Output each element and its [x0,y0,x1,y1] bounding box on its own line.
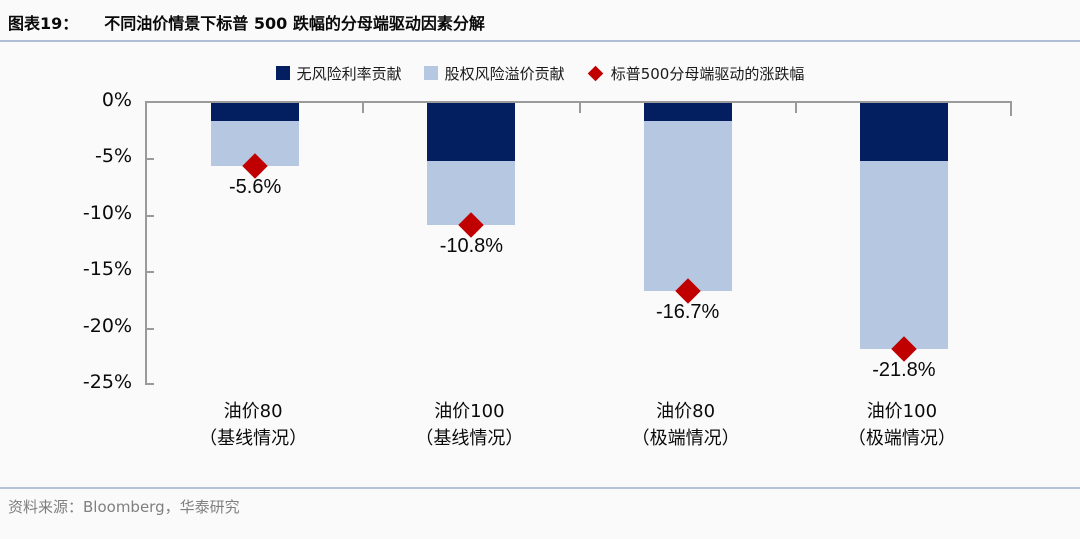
title-divider [0,40,1080,42]
bar-segment-riskfree [859,103,948,161]
legend-label-riskfree: 无风险利率贡献 [296,64,402,83]
y-tick-label: -25% [82,371,132,393]
plot-area: -5.6% -10.8% -16.7% -21.8% [145,101,1012,385]
legend-label-marker: 标普500分母端驱动的涨跌幅 [610,64,805,83]
category-label-line1: 油价80 [223,401,283,422]
category-label: 油价100 （极端情况） [794,398,1010,452]
legend-item-riskfree: 无风险利率贡献 [275,63,402,84]
y-tick-label: 0% [101,89,132,111]
data-point-label: -5.6% [229,176,282,199]
category-label-line1: 油价100 [434,401,505,422]
x-axis-tick [362,103,365,113]
category-label: 油价100 （基线情况） [361,398,577,452]
chart-title: 不同油价情景下标普 500 跌幅的分母端驱动因素分解 [104,14,485,33]
y-axis-tick [147,383,154,385]
y-axis-tick [147,327,154,330]
x-axis-end-tick [1010,103,1012,116]
category-label-line2: （基线情况） [199,428,308,449]
y-tick-label: -15% [82,258,132,281]
category-label-line1: 油价80 [656,401,716,422]
legend-label-erp: 股权风险溢价贡献 [444,64,565,83]
bar-chart: -5.6% -10.8% -16.7% -21.8% 0% -5% -10% -15% -20… [0,89,1080,539]
diamond-marker-icon [587,65,603,81]
y-tick-label: -5% [95,145,132,168]
category-label-line2: （极端情况） [631,428,740,449]
y-axis-tick [147,271,154,274]
category-label-line2: （基线情况） [415,428,524,449]
source-note: 资料来源：Bloomberg，华泰研究 [8,498,240,516]
footer-divider [0,487,1080,489]
y-tick-label: -10% [82,201,132,224]
erp-swatch-icon [423,66,438,80]
bar-segment-erp [643,121,732,292]
data-point-label: -16.7% [655,301,720,324]
category-label: 油价80 （基线情况） [145,398,361,452]
page-title: 图表19： 不同油价情景下标普 500 跌幅的分母端驱动因素分解 [8,10,1072,34]
legend-item-marker: 标普500分母端驱动的涨跌幅 [587,63,805,84]
y-tick-label: -20% [82,314,132,337]
legend-item-erp: 股权风险溢价贡献 [423,63,565,84]
bar-segment-erp [859,160,948,349]
category-label-line1: 油价100 [866,401,938,422]
y-axis-tick [147,214,154,217]
exhibit-label: 图表19： [8,14,79,33]
x-axis-tick [578,103,581,113]
category-label-line2: （极端情况） [847,428,956,449]
category-label: 油价80 （极端情况） [578,398,794,452]
data-point-label: -10.8% [439,234,504,257]
bar-segment-riskfree [211,103,300,122]
bar-segment-riskfree [643,103,732,122]
chart-legend: 无风险利率贡献 股权风险溢价贡献 标普500分母端驱动的涨跌幅 [0,60,1080,86]
riskfree-swatch-icon [275,66,290,80]
x-axis-tick [794,103,797,113]
y-axis-tick [147,158,154,161]
data-point-label: -21.8% [872,358,936,381]
bar-segment-riskfree [427,103,516,161]
